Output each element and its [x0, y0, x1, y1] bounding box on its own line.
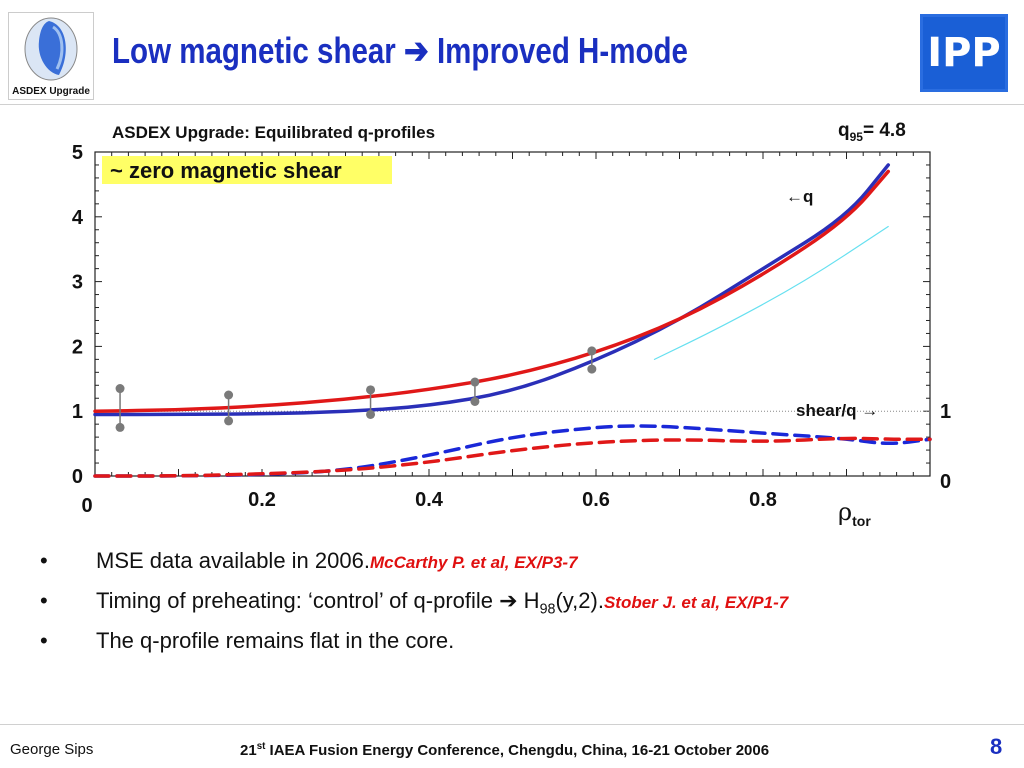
q95-label: q95= 4.8	[838, 120, 906, 144]
y-tick-label: 4	[72, 207, 84, 229]
y-tick-label: 0	[72, 466, 83, 488]
ipp-logo: IPP	[920, 14, 1008, 92]
asdex-upgrade-logo: ASDEX Upgrade	[8, 12, 94, 100]
h98-subscript: 98	[539, 601, 556, 618]
mse-point	[224, 390, 234, 400]
mse-data-points	[115, 346, 597, 432]
shear-red-dashed-line	[93, 436, 932, 478]
mse-point	[470, 396, 480, 406]
shear-curve-label: shear/q →	[796, 401, 878, 420]
footer-conference: 21st IAEA Fusion Energy Conference, Chen…	[240, 741, 770, 759]
bullet-text-tail: (y,2).	[555, 588, 604, 613]
logo-caption: ASDEX Upgrade	[12, 86, 90, 97]
q-profile-red-line	[93, 169, 890, 413]
arrow-icon: ➔	[404, 30, 429, 71]
q-profile-chart: 0 0.2 0.4 0.6 0.8 0 1 2 3 4 5 0 1 ASDEX Upgrade: Equ…	[72, 120, 951, 529]
bullet-dot: •	[40, 628, 48, 653]
header-divider	[0, 104, 1024, 105]
right-y-tick-label: 0	[940, 471, 951, 493]
q-profile-cyan-line	[653, 225, 889, 360]
x-tick-label: 0.4	[415, 489, 444, 511]
y-tick-label: 3	[72, 272, 83, 294]
page-title: Low magnetic shear ➔ Improved H-mode	[112, 30, 688, 72]
mse-point	[470, 377, 480, 387]
x-tick-label: 0.2	[248, 489, 276, 511]
right-y-tick-label: 1	[940, 401, 951, 423]
footer-divider	[0, 724, 1024, 725]
bullet-text-h: H	[517, 588, 540, 613]
bullet-dot: •	[40, 548, 48, 573]
q-profile-blue-line	[93, 163, 890, 417]
y-tick-label: 1	[72, 401, 83, 423]
mse-point	[587, 346, 597, 356]
x-axis-label: ρtor	[838, 498, 871, 529]
chart-series	[93, 163, 932, 478]
ipp-logo-text: IPP	[927, 30, 1001, 76]
mse-point	[366, 409, 376, 419]
x-tick-label: 0	[81, 495, 92, 517]
bullet-dot: •	[40, 588, 48, 613]
citation: Stober J. et al, EX/P1-7	[603, 593, 789, 612]
chart-title: ASDEX Upgrade: Equilibrated q-profiles	[112, 123, 435, 142]
mse-point	[115, 422, 125, 432]
footer-author: George Sips	[10, 741, 94, 758]
title-part2: Improved H-mode	[436, 30, 688, 71]
x-tick-label: 0.6	[582, 489, 610, 511]
mse-point	[587, 364, 597, 374]
zero-shear-annotation: ~ zero magnetic shear	[110, 158, 342, 183]
y-tick-label: 2	[72, 336, 83, 358]
arrow-icon: ➔	[499, 588, 518, 613]
bullet-text: MSE data available in 2006.	[96, 548, 370, 573]
page-number: 8	[990, 734, 1003, 759]
bullet-text: Timing of preheating: ‘control’ of q-pro…	[96, 588, 500, 613]
plasma-crosssection-icon	[24, 17, 78, 81]
mse-point	[224, 416, 234, 426]
x-tick-label: 0.8	[749, 489, 777, 511]
citation: McCarthy P. et al, EX/P3-7	[369, 553, 578, 572]
q-curve-label: ←q	[786, 187, 813, 206]
mse-point	[115, 384, 125, 394]
y-tick-label: 5	[72, 142, 83, 164]
chart-frame: 0 0.2 0.4 0.6 0.8 0 1 2 3 4 5 0 1	[72, 142, 951, 517]
zero-shear-highlight	[102, 156, 392, 184]
bullet-text: The q-profile remains flat in the core.	[96, 628, 455, 653]
mse-point	[366, 385, 376, 395]
title-part1: Low magnetic shear	[112, 30, 396, 71]
